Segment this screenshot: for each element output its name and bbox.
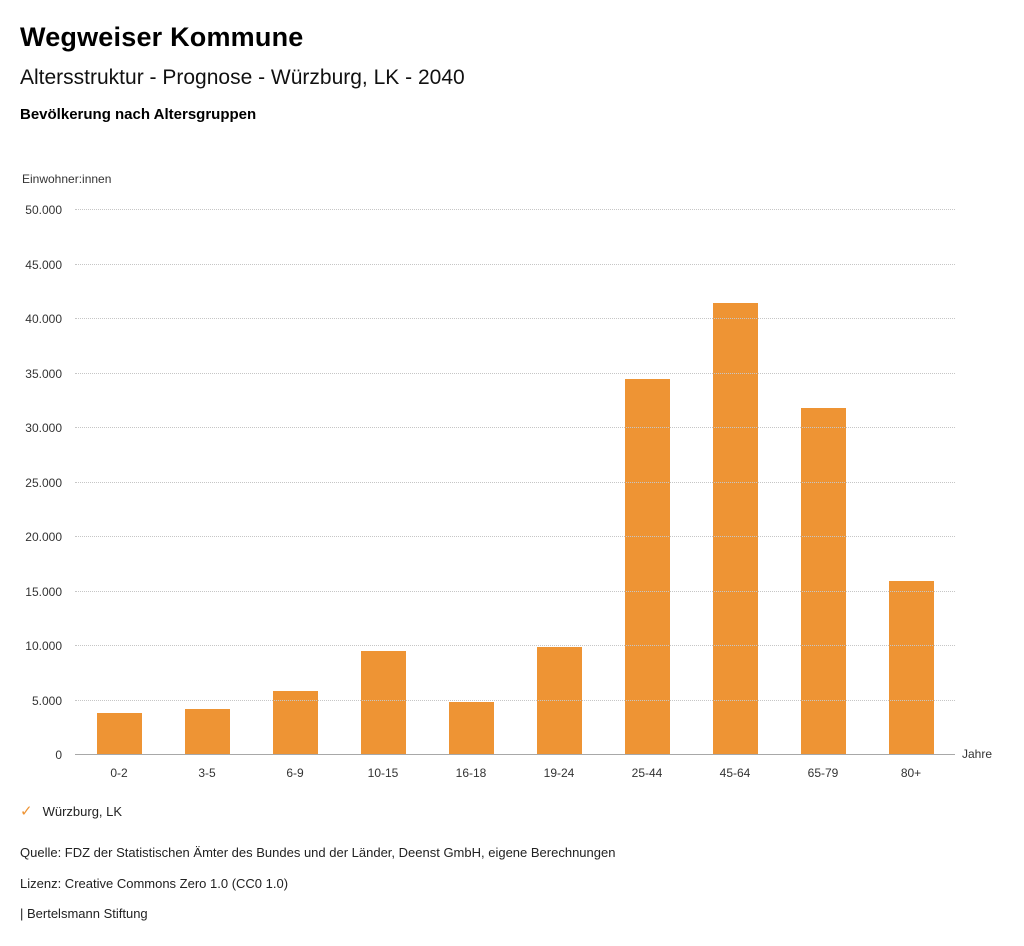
x-tick-label: 80+ (900, 766, 922, 780)
gridline (75, 481, 955, 483)
x-tick-label: 10-15 (367, 766, 399, 780)
y-tick-label: 15.000 (25, 584, 62, 599)
bar-16-18[interactable] (448, 701, 494, 755)
bar-column (779, 210, 867, 755)
bar-column (515, 210, 603, 755)
y-tick-label: 0 (55, 748, 62, 762)
x-axis-labels: 0-2 3-5 6-9 10-15 16-18 19-24 25-44 45-64 65-79 8… (75, 766, 955, 780)
gridline (75, 372, 955, 374)
gridline (75, 536, 955, 537)
y-tick-label: 30.000 (25, 421, 62, 435)
bar-6-9[interactable] (272, 690, 318, 755)
y-tick-label: 40.000 (25, 312, 62, 326)
y-tick-label: 25.000 (25, 475, 62, 490)
gridline (75, 427, 955, 428)
y-tick-label: 20.000 (25, 530, 62, 544)
gridline (75, 263, 955, 265)
y-axis-title: Einwohner:innen (22, 172, 112, 186)
page-title: Altersstruktur - Prognose - Würzburg, LK… (20, 66, 465, 89)
bar-3-5[interactable] (184, 709, 230, 755)
gridline (75, 209, 955, 210)
bar-column (691, 210, 779, 755)
check-icon: ✓ (20, 803, 33, 820)
bar-column (163, 210, 251, 755)
bar-45-64[interactable] (712, 302, 758, 755)
bar-80+[interactable] (888, 580, 934, 755)
brand-title: Wegweiser Kommune (20, 22, 304, 52)
x-tick-label: 16-18 (455, 766, 487, 780)
bar-column (867, 210, 955, 755)
x-tick-label: 3-5 (198, 766, 216, 780)
y-axis-labels: 0 5.000 10.000 15.000 20.000 25.000 30.000 35.0… (0, 204, 62, 761)
x-tick-label: 0-2 (110, 766, 128, 780)
bar-0-2[interactable] (96, 712, 142, 755)
y-tick-label: 5.000 (31, 693, 62, 708)
bar-10-15[interactable] (360, 651, 406, 755)
y-tick-label: 35.000 (25, 366, 62, 381)
bar-column (427, 210, 515, 755)
x-axis-title: Jahre (962, 747, 993, 761)
bar-column (251, 210, 339, 755)
bar-25-44[interactable] (624, 378, 670, 755)
y-tick-label: 45.000 (25, 257, 62, 272)
source-text: Quelle: FDZ der Statistischen Ämter des … (20, 845, 616, 860)
legend-label: Würzburg, LK (42, 804, 123, 819)
bar-column (75, 210, 163, 755)
attribution-text: | Bertelsmann Stiftung (20, 906, 148, 921)
bar-column (603, 210, 691, 755)
x-tick-label: 25-44 (631, 766, 663, 780)
legend-item[interactable]: ✓ Würzburg, LK (20, 804, 122, 819)
bar-65-79[interactable] (800, 408, 846, 755)
y-tick-label: 10.000 (25, 639, 62, 653)
chart-subtitle: Bevölkerung nach Altersgruppen (20, 106, 257, 123)
gridline (75, 318, 955, 319)
bar-column (339, 210, 427, 755)
gridline (75, 645, 955, 646)
license-text: Lizenz: Creative Commons Zero 1.0 (CC0 1… (20, 876, 289, 891)
x-tick-label: 6-9 (286, 766, 304, 780)
gridline (75, 590, 955, 592)
gridline (75, 699, 955, 701)
y-tick-label: 50.000 (25, 203, 62, 217)
plot-area (75, 209, 955, 755)
x-tick-label: 65-79 (807, 766, 839, 780)
bar-19-24[interactable] (536, 647, 582, 755)
x-tick-label: 19-24 (543, 766, 575, 780)
x-tick-label: 45-64 (719, 766, 751, 780)
bar-columns (75, 210, 955, 755)
gridline (75, 754, 955, 755)
